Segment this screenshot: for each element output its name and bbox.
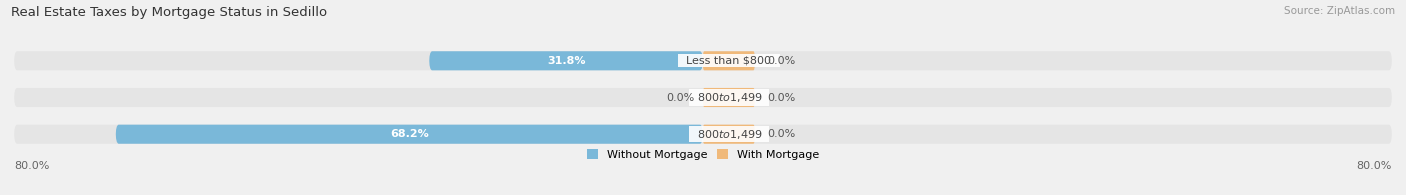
FancyBboxPatch shape [703,88,755,107]
FancyBboxPatch shape [703,51,755,70]
Text: 0.0%: 0.0% [768,56,796,66]
FancyBboxPatch shape [14,88,1392,107]
Text: Less than $800: Less than $800 [679,56,779,66]
Text: Source: ZipAtlas.com: Source: ZipAtlas.com [1284,6,1395,16]
Text: 68.2%: 68.2% [389,129,429,139]
FancyBboxPatch shape [115,125,703,144]
Legend: Without Mortgage, With Mortgage: Without Mortgage, With Mortgage [582,145,824,164]
FancyBboxPatch shape [703,125,755,144]
Text: 31.8%: 31.8% [547,56,585,66]
FancyBboxPatch shape [14,51,1392,70]
Text: 0.0%: 0.0% [666,92,695,103]
Text: 80.0%: 80.0% [14,161,49,171]
FancyBboxPatch shape [429,51,703,70]
Text: 0.0%: 0.0% [768,129,796,139]
Text: Real Estate Taxes by Mortgage Status in Sedillo: Real Estate Taxes by Mortgage Status in … [11,6,328,19]
Text: 80.0%: 80.0% [1357,161,1392,171]
FancyBboxPatch shape [14,125,1392,144]
Text: 0.0%: 0.0% [768,92,796,103]
Text: $800 to $1,499: $800 to $1,499 [690,128,768,141]
Text: $800 to $1,499: $800 to $1,499 [690,91,768,104]
